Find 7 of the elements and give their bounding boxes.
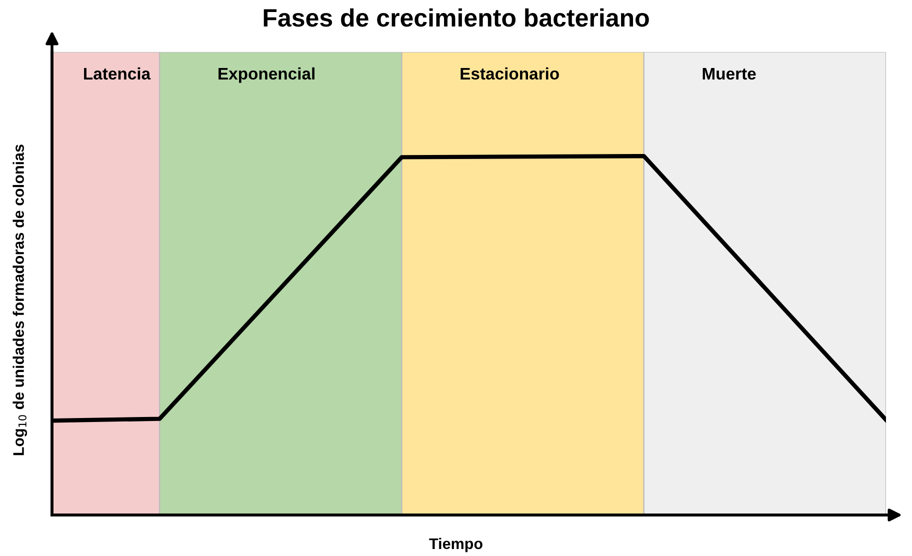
- x-axis-title: Tiempo: [429, 538, 482, 552]
- chart-title: Fases de crecimiento bacteriano: [264, 8, 649, 27]
- text: Latencia: [84, 67, 151, 80]
- text: Muerte: [702, 68, 756, 80]
- text: Estacionario: [460, 67, 559, 80]
- text: Exponencial: [218, 67, 314, 83]
- y-axis-title: Log$_{10}$ de unidades formadoras de colonias: [12, 144, 28, 456]
